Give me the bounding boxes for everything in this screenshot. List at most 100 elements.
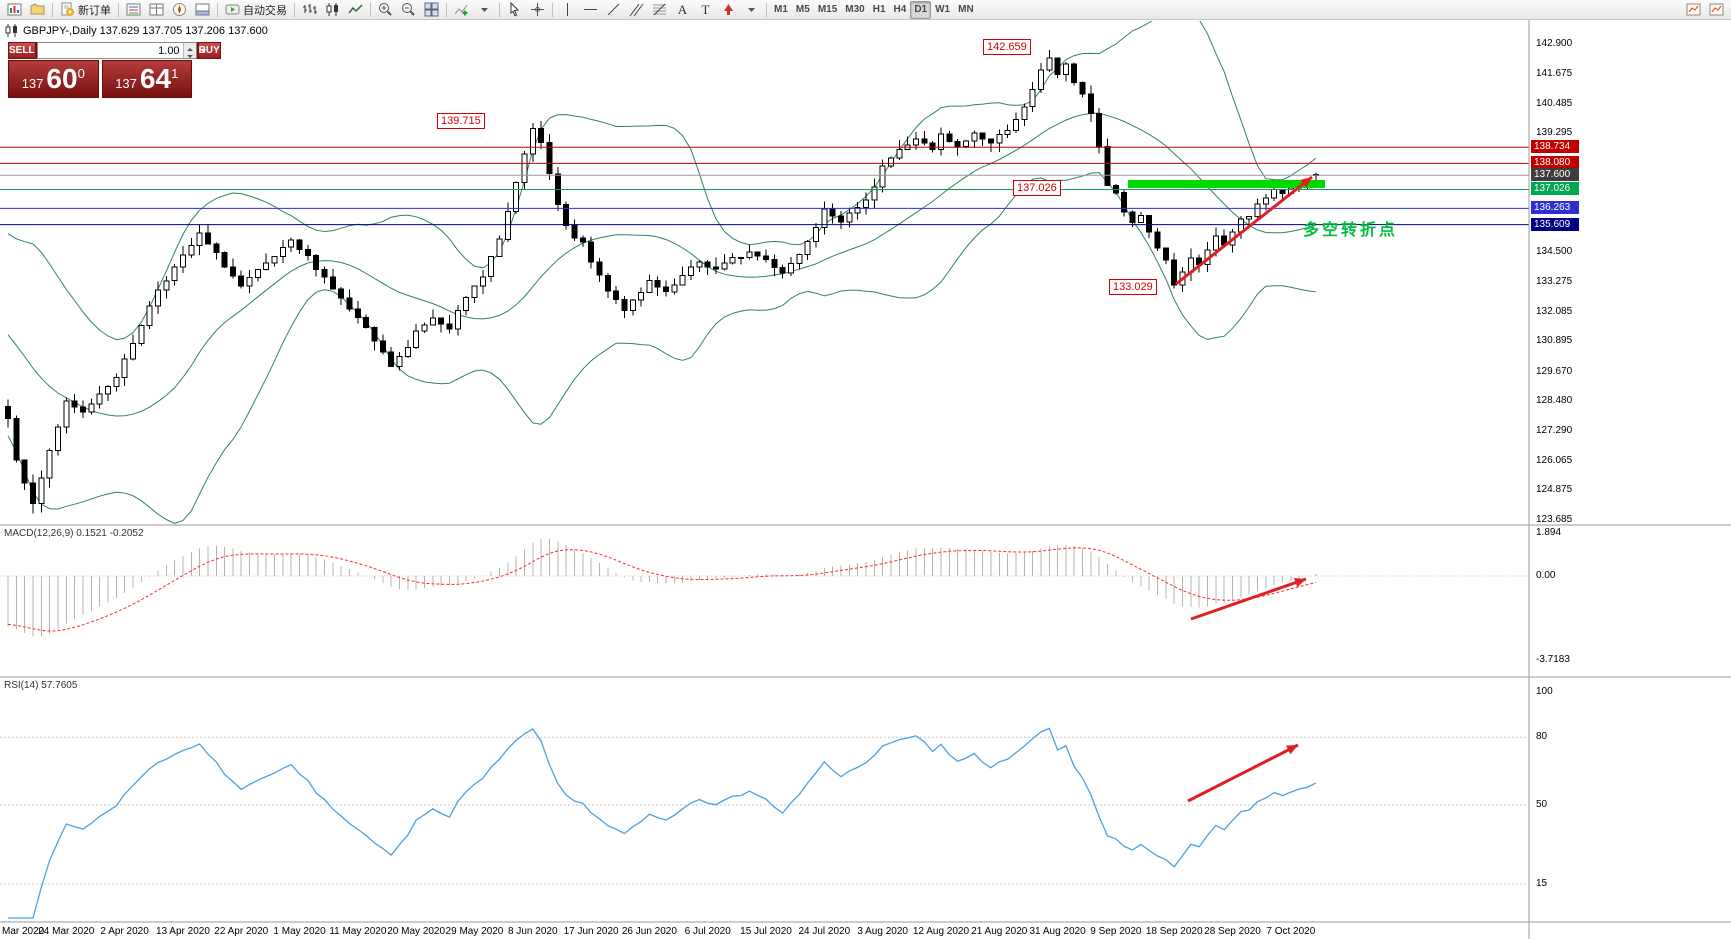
highlight-zone[interactable] — [1128, 180, 1325, 188]
candles-icon — [325, 2, 340, 17]
tf-h4-button[interactable]: H4 — [890, 1, 911, 19]
buy-button[interactable]: BUY — [197, 42, 221, 59]
buy-price-button[interactable]: 137 64 1 — [101, 60, 192, 98]
date-label: 7 Oct 2020 — [1266, 926, 1316, 937]
indicators-button[interactable] — [450, 1, 473, 19]
new-order-button[interactable]: 新订单 — [56, 1, 115, 19]
price-callout-133.029[interactable]: 133.029 — [1109, 279, 1157, 295]
chart-window-1-button[interactable] — [1682, 1, 1705, 19]
fibonacci-button[interactable] — [648, 1, 671, 19]
price-axis-label: 129.670 — [1536, 365, 1573, 377]
line-chart-button[interactable] — [344, 1, 367, 19]
volume-input[interactable] — [37, 43, 183, 58]
trend-arrow-macd[interactable] — [1190, 577, 1307, 621]
zoom-out-button[interactable] — [397, 1, 420, 19]
price-axis-label: 142.900 — [1536, 38, 1573, 49]
date-label: 28 Sep 2020 — [1204, 926, 1261, 937]
sell-price-point: 0 — [77, 66, 85, 81]
rsi-line — [8, 727, 1317, 919]
date-label: Mar 2020 — [2, 926, 45, 937]
tf-mn-button[interactable]: MN — [954, 1, 978, 19]
data-window-button[interactable] — [145, 1, 168, 19]
caret-icon — [477, 2, 492, 17]
toolbar-separator — [52, 2, 53, 17]
price-axis-label: 141.675 — [1536, 68, 1573, 80]
price-callout-142.659[interactable]: 142.659 — [983, 39, 1031, 55]
main-toolbar: 新订单 自动交易 A T M1 M5 M15 M30 H1 H4 D1 W1 MN — [0, 0, 1731, 20]
channel-button[interactable] — [625, 1, 648, 19]
indicators-caret-button[interactable] — [473, 1, 496, 19]
tile-windows-button[interactable] — [420, 1, 443, 19]
volume-down-button[interactable] — [183, 50, 196, 58]
arrows-button[interactable] — [717, 1, 740, 19]
new-chart-button[interactable] — [3, 1, 26, 19]
one-click-trading-panel: SELL BUY 137 60 0 137 64 1 — [8, 42, 221, 98]
candle-chart-button[interactable] — [321, 1, 344, 19]
buy-price-pips: 64 — [139, 63, 172, 94]
trend-arrow-rsi[interactable] — [1187, 743, 1299, 803]
label-button[interactable]: T — [694, 1, 717, 19]
macd-axis-label: 1.894 — [1536, 527, 1562, 538]
navigator-button[interactable] — [168, 1, 191, 19]
tf-m1-button[interactable]: M1 — [770, 1, 792, 19]
profiles-icon — [30, 2, 45, 17]
chart-mini-icon — [1686, 2, 1701, 17]
tf-m5-button-label: M5 — [795, 4, 810, 15]
tf-h4-button-label: H4 — [893, 4, 907, 15]
tf-m30-button[interactable]: M30 — [841, 1, 868, 19]
chart-window-icon — [4, 23, 19, 38]
date-label: 12 Aug 2020 — [912, 926, 970, 937]
text-button[interactable]: A — [671, 1, 694, 19]
tf-m30-button-label: M30 — [845, 4, 865, 15]
bar-chart-button[interactable] — [298, 1, 321, 19]
tile-windows-icon — [424, 2, 439, 17]
terminal-button[interactable] — [191, 1, 214, 19]
buy-options-caret[interactable] — [196, 42, 206, 59]
price-callout-139.715[interactable]: 139.715 — [437, 113, 485, 129]
market-watch-button[interactable] — [122, 1, 145, 19]
volume-up-button[interactable] — [183, 43, 196, 51]
vertical-line-button[interactable] — [556, 1, 579, 19]
date-label: 26 Jun 2020 — [621, 926, 677, 937]
tf-m5-button[interactable]: M5 — [792, 1, 814, 19]
indicators-icon — [454, 2, 469, 17]
turning-point-annotation[interactable]: 多空转折点 — [1303, 222, 1399, 239]
crosshair-button[interactable] — [526, 1, 549, 19]
toolbar-separator — [499, 2, 500, 17]
date-label: 9 Sep 2020 — [1090, 926, 1142, 937]
tf-d1-button-label: D1 — [914, 4, 928, 15]
date-label: 24 Mar 2020 — [38, 926, 95, 937]
autotrading-button-label: 自动交易 — [243, 4, 287, 17]
tf-m15-button[interactable]: M15 — [814, 1, 841, 19]
sell-price-button[interactable]: 137 60 0 — [8, 60, 99, 98]
autotrading-button[interactable]: 自动交易 — [221, 1, 291, 19]
tf-w1-button[interactable]: W1 — [931, 1, 954, 19]
sell-button[interactable]: SELL — [8, 42, 36, 59]
tf-h1-button[interactable]: H1 — [869, 1, 890, 19]
sell-options-caret[interactable] — [35, 42, 45, 59]
svg-text:A: A — [678, 2, 688, 17]
cursor-button[interactable] — [503, 1, 526, 19]
rsi-label: RSI(14) 57.7605 — [4, 680, 78, 691]
price-axis-label: 123.685 — [1536, 513, 1573, 525]
price-axis-label: 126.065 — [1536, 455, 1573, 466]
price-callout-137.026[interactable]: 137.026 — [1013, 180, 1061, 196]
zoom-in-button[interactable] — [374, 1, 397, 19]
tf-d1-button[interactable]: D1 — [910, 0, 932, 19]
new-order-button-label: 新订单 — [78, 4, 111, 17]
price-tag-135.609: 135.609 — [1531, 217, 1579, 231]
channel-icon — [629, 2, 644, 17]
chart-window-2-button[interactable] — [1705, 1, 1728, 19]
horizontal-line-button[interactable] — [579, 1, 602, 19]
toolbar-separator — [294, 2, 295, 17]
trendline-button[interactable] — [602, 1, 625, 19]
hline-icon — [583, 2, 598, 17]
toolbar-separator — [370, 2, 371, 17]
tf-h1-button-label: H1 — [872, 4, 886, 15]
profiles-button[interactable] — [26, 1, 49, 19]
trend-arrow-main[interactable] — [1175, 175, 1313, 286]
toolbar-separator — [766, 2, 767, 17]
objects-caret-button[interactable] — [740, 1, 763, 19]
